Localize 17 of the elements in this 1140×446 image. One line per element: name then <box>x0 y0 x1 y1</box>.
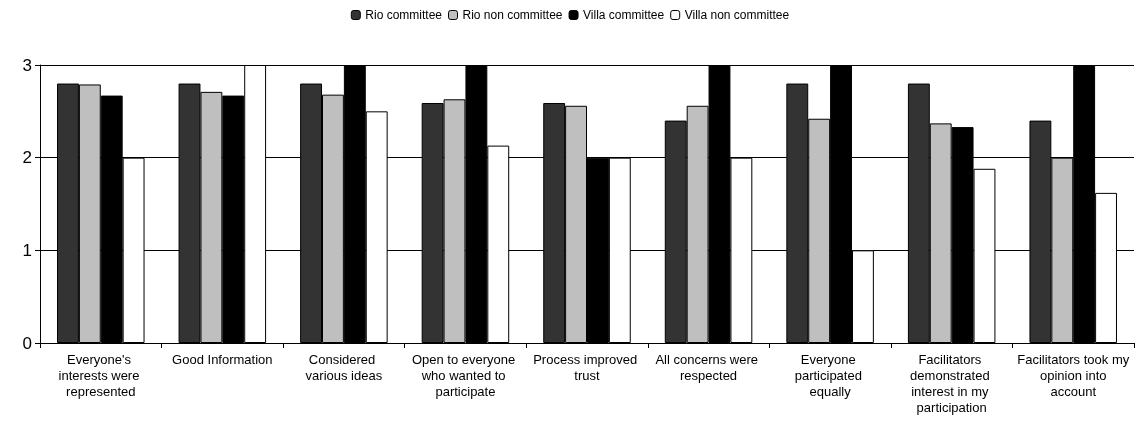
x-tick-label: Open to everyone who wanted to participate <box>411 351 519 399</box>
x-tick-label: Process improved trust <box>533 351 641 383</box>
x-tick-label: All concerns were respected <box>655 351 762 383</box>
legend-label: Rio committee <box>365 8 443 22</box>
legend-label: Villa non committee <box>684 8 790 22</box>
y-tick-label: 1 <box>22 240 32 260</box>
legend-label: Villa committee <box>583 8 665 22</box>
y-tick-label: 2 <box>22 148 32 168</box>
legend-label: Rio non committee <box>462 8 563 22</box>
x-tick-label: Facilitators demonstrated interest in my participation <box>910 351 994 415</box>
x-tick-label: Everyone's interests were represented <box>58 351 144 399</box>
y-tick-label: 3 <box>22 55 32 75</box>
y-tick-label: 0 <box>22 333 32 353</box>
x-tick-label: Everyone participated equally <box>794 351 866 399</box>
x-tick-label: Considered various ideas <box>305 351 383 383</box>
x-tick-label: Good Information <box>172 351 273 367</box>
x-tick-label: Facilitators took my opinion into account <box>1017 351 1130 399</box>
